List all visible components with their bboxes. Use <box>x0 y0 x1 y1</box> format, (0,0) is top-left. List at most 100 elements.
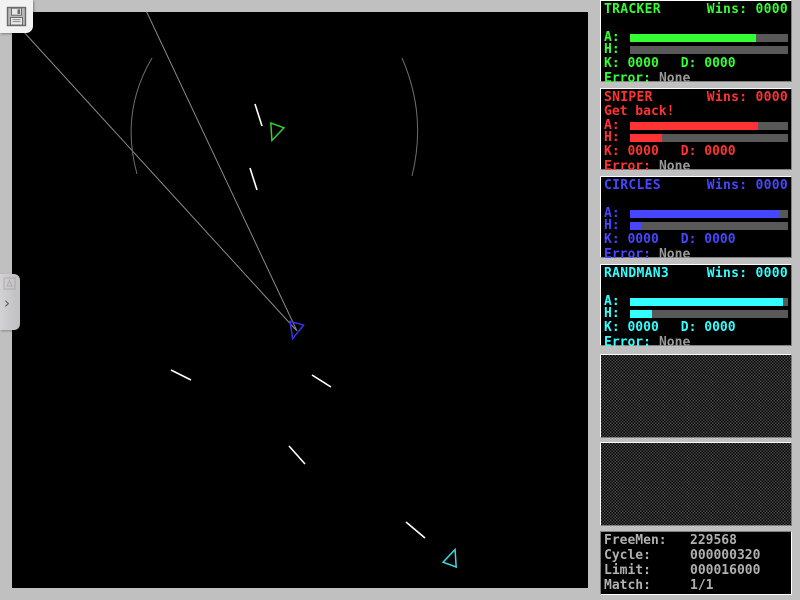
armor-label: A: <box>604 294 620 309</box>
heat-row: H: <box>604 218 788 233</box>
error-value: None <box>658 335 691 350</box>
robot-name: SNIPER <box>604 90 653 105</box>
robot-wins: Wins: 0000 <box>706 266 788 281</box>
robot-name: TRACKER <box>604 2 661 17</box>
heat-label: H: <box>604 306 620 321</box>
error-row: Error: None <box>604 247 691 262</box>
status-row-limit: Limit: 000016000 <box>604 563 788 578</box>
status-row-freemem: FreeMen: 229568 <box>604 533 788 548</box>
armor-bar <box>630 121 788 130</box>
robot-panel-sniper[interactable]: SNIPER Wins: 0000 Get back! A: H: K: 0000 D: 0… <box>600 88 792 174</box>
kill-death-row: K: 0000 D: 0000 <box>604 56 788 71</box>
armor-row: A: <box>604 30 788 45</box>
kill-death-row: K: 0000 D: 0000 <box>604 320 788 335</box>
error-value: None <box>658 247 691 262</box>
match-value: 1/1 <box>690 578 714 593</box>
match-label: Match: <box>604 578 651 593</box>
status-panel: FreeMen: 229568 Cycle: 000000320 Limit: … <box>600 531 792 595</box>
status-row-match: Match: 1/1 <box>604 578 788 593</box>
armor-row: A: <box>604 206 788 221</box>
armor-bar <box>630 209 788 218</box>
kill-death-row: K: 0000 D: 0000 <box>604 232 788 247</box>
heat-row: H: <box>604 42 788 57</box>
floppy-disk-save-icon <box>6 6 27 27</box>
robot-wins: Wins: 0000 <box>706 90 788 105</box>
armor-label: A: <box>604 206 620 221</box>
chevron-right-icon: › <box>4 294 10 312</box>
limit-label: Limit: <box>604 563 651 578</box>
trace-line <box>21 29 297 331</box>
cycle-value: 000000320 <box>690 548 761 563</box>
robot-header: CIRCLES Wins: 0000 <box>604 179 788 193</box>
heat-bar <box>630 221 788 230</box>
freemem-value: 229568 <box>690 533 737 548</box>
ship-tracker[interactable] <box>265 121 286 143</box>
robot-panel-tracker[interactable]: TRACKER Wins: 0000 A: H: K: 0000 D: 0000 Error… <box>600 0 792 86</box>
kills-value: K: 0000 <box>604 232 659 247</box>
ship-randman3[interactable] <box>441 547 462 569</box>
armor-bar <box>630 297 788 306</box>
armor-label: A: <box>604 118 620 133</box>
sidebar-expand-tab[interactable]: › <box>0 274 20 330</box>
cycle-label: Cycle: <box>604 548 651 563</box>
robot-panel-circles[interactable]: CIRCLES Wins: 0000 A: H: K: 0000 D: 0000 Error… <box>600 176 792 262</box>
battle-arena[interactable] <box>12 12 588 588</box>
bullet <box>405 521 426 539</box>
robot-message <box>604 193 788 207</box>
heat-bar <box>630 309 788 318</box>
deaths-value: D: 0000 <box>680 56 736 71</box>
bullet <box>254 103 263 127</box>
error-row: Error: None <box>604 335 691 350</box>
status-row-cycle: Cycle: 000000320 <box>604 548 788 563</box>
error-value: None <box>658 159 691 174</box>
robot-header: RANDMAN3 Wins: 0000 <box>604 267 788 281</box>
heat-label: H: <box>604 218 620 233</box>
arena-canvas <box>21 12 462 569</box>
robot-name: CIRCLES <box>604 178 661 193</box>
empty-robot-slot[interactable] <box>600 442 792 526</box>
armor-label: A: <box>604 30 620 45</box>
heat-bar <box>630 45 788 54</box>
deaths-value: D: 0000 <box>680 320 736 335</box>
robot-wins: Wins: 0000 <box>706 2 788 17</box>
armor-row: A: <box>604 118 788 133</box>
ship-circles[interactable] <box>286 320 305 341</box>
stats-sidebar: TRACKER Wins: 0000 A: H: K: 0000 D: 0000 Error… <box>596 0 800 600</box>
heat-label: H: <box>604 42 620 57</box>
armor-row: A: <box>604 294 788 309</box>
robot-name: RANDMAN3 <box>604 266 670 281</box>
error-row: Error: None <box>604 159 691 174</box>
kills-value: K: 0000 <box>604 320 659 335</box>
kill-death-row: K: 0000 D: 0000 <box>604 144 788 159</box>
arena-arc <box>401 57 419 177</box>
deaths-value: D: 0000 <box>680 144 736 159</box>
robot-header: SNIPER Wins: 0000 <box>604 91 788 105</box>
bullet <box>170 369 192 381</box>
armor-bar <box>630 33 788 42</box>
error-row: Error: None <box>604 71 691 86</box>
kills-value: K: 0000 <box>604 144 659 159</box>
robot-message <box>604 17 788 31</box>
bullet <box>311 374 332 388</box>
trace-line <box>146 12 298 332</box>
robot-panel-randman3[interactable]: RANDMAN3 Wins: 0000 A: H: K: 0000 D: 0000 Erro… <box>600 264 792 350</box>
panel-expand-icon <box>3 277 16 290</box>
limit-value: 000016000 <box>690 563 761 578</box>
deaths-value: D: 0000 <box>680 232 736 247</box>
robot-message: Get back! <box>604 104 675 119</box>
heat-row: H: <box>604 131 788 144</box>
robot-header: TRACKER Wins: 0000 <box>604 3 788 17</box>
freemem-label: FreeMen: <box>604 533 667 548</box>
arena-arc <box>130 57 153 175</box>
kills-value: K: 0000 <box>604 56 659 71</box>
heat-bar <box>630 133 788 142</box>
empty-robot-slot[interactable] <box>600 354 792 438</box>
bullet <box>288 445 306 465</box>
robot-wins: Wins: 0000 <box>706 178 788 193</box>
heat-row: H: <box>604 306 788 321</box>
robot-message <box>604 281 788 295</box>
save-button[interactable] <box>0 0 33 33</box>
error-value: None <box>658 71 691 86</box>
bullet <box>249 167 258 191</box>
